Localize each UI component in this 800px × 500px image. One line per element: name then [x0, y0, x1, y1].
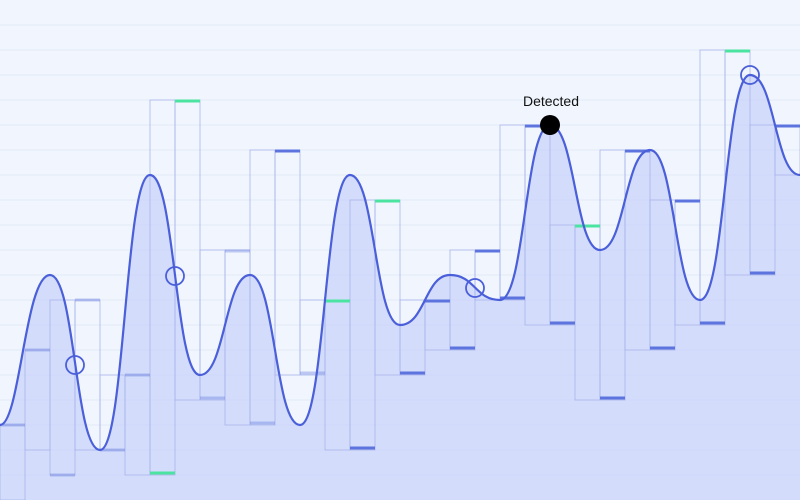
column-cap-group [0, 49, 800, 477]
target-ring-marker[interactable] [740, 65, 760, 85]
detected-label: Detected [523, 93, 579, 109]
column [274, 149, 301, 376]
target-ring-marker[interactable] [465, 278, 485, 298]
terrain-curve [0, 73, 800, 452]
column [749, 124, 776, 276]
detected-point[interactable] [540, 115, 560, 135]
target-ring-marker[interactable] [165, 266, 185, 286]
column [0, 424, 26, 500]
target-ring-marker[interactable] [65, 355, 85, 375]
marker-group [65, 65, 760, 375]
